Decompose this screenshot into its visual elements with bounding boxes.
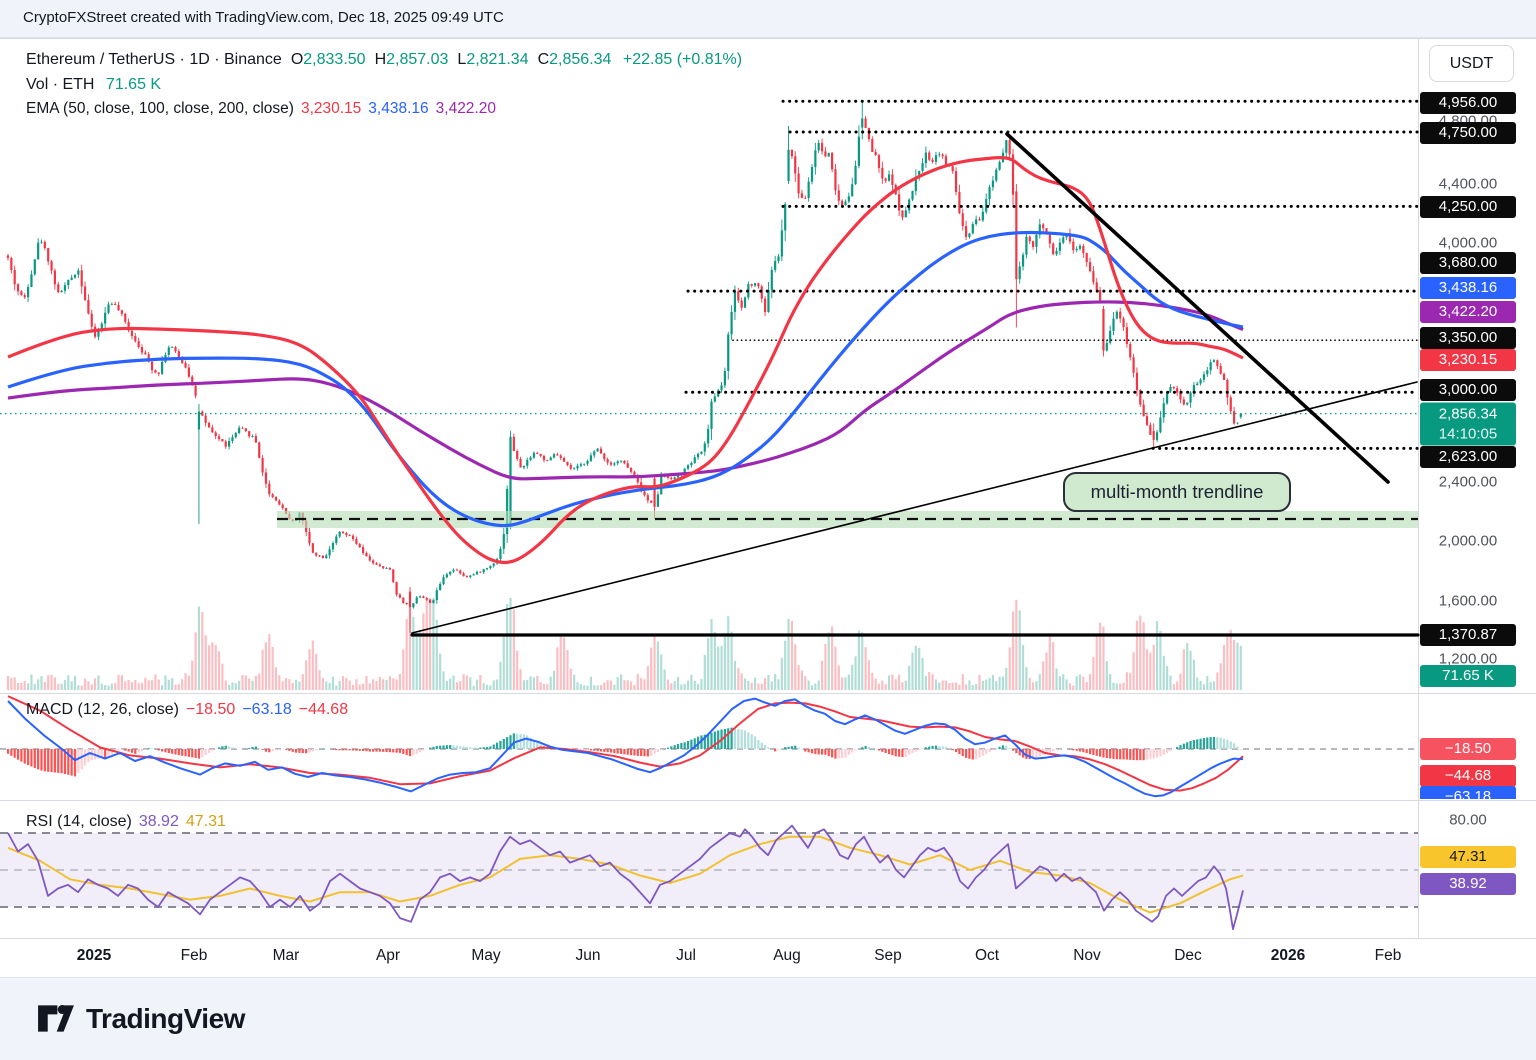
time-tick: 2025: [76, 947, 112, 964]
axis-value: 2,400.00: [1438, 473, 1498, 491]
price-label-badge: 71.65 K: [1420, 665, 1516, 687]
volume-value: 71.65 K: [105, 76, 162, 93]
axis-value: 2,000.00: [1438, 532, 1498, 550]
rsi-values: 38.92 47.31: [132, 813, 226, 830]
macd-label: MACD (12, 26, close): [26, 701, 179, 718]
price-label-badge: 4,250.00: [1420, 196, 1516, 218]
price-label-badge: 3,350.00: [1420, 327, 1516, 349]
price-label-badge: 3,422.20: [1420, 301, 1516, 323]
legend-value: 38.92: [138, 813, 179, 830]
ohlc-letter: C: [537, 51, 550, 68]
price-label-badge: 2,623.00: [1420, 446, 1516, 468]
trendline-annotation-text: multi-month trendline: [1090, 481, 1264, 502]
legend-value: −18.50: [185, 701, 236, 718]
macd-values: −18.50 −63.18 −44.68: [179, 701, 348, 718]
symbol-legend-row[interactable]: Ethereum / TetherUS · 1D · Binance O2,833…: [26, 51, 742, 69]
macd-legend-row[interactable]: MACD (12, 26, close) −18.50 −63.18 −44.68: [26, 701, 348, 719]
ohlc-letter: L: [457, 51, 467, 68]
volume-legend-row[interactable]: Vol · ETH 71.65 K: [26, 76, 161, 94]
time-tick: May: [471, 947, 501, 964]
price-label-badge: 3,438.16: [1420, 277, 1516, 299]
time-tick: Feb: [180, 947, 208, 964]
price-label-badge: 4,956.00: [1420, 92, 1516, 114]
time-tick: Oct: [974, 947, 1000, 964]
tradingview-logo-icon: [38, 1005, 74, 1032]
ohlc-letter: O: [290, 51, 304, 68]
ohlc-value: 2,857.03: [386, 51, 449, 68]
attribution-bar: CryptoFXStreet created with TradingView.…: [0, 0, 1536, 38]
price-label-badge: 47.31: [1420, 846, 1516, 868]
legend-value: 47.31: [185, 813, 226, 830]
price-label-badge: 1,370.87: [1420, 624, 1516, 646]
ema-values: 3,230.15 3,438.16 3,422.20: [294, 100, 496, 117]
tradingview-logo-text: TradingView: [86, 1002, 245, 1034]
price-label-badge: 3,680.00: [1420, 252, 1516, 274]
ohlc-values: O2,833.50 H2,857.03 L2,821.34 C2,856.34: [282, 51, 612, 68]
price-label-badge: −18.50: [1420, 738, 1516, 760]
currency-toggle-button[interactable]: USDT: [1429, 45, 1514, 82]
price-label-badge: −44.68: [1420, 765, 1516, 787]
ema-legend-row[interactable]: EMA (50, close, 100, close, 200, close) 3…: [26, 100, 496, 118]
axis-value: 4,400.00: [1438, 175, 1498, 193]
volume-label: Vol · ETH: [26, 76, 95, 93]
time-tick: Apr: [375, 947, 401, 964]
change-value: +22.85 (+0.81%): [622, 51, 743, 68]
price-label-badge: 3,000.00: [1420, 379, 1516, 401]
ohlc-value: 2,821.34: [466, 51, 529, 68]
current-price-badge: 2,856.34 14:10:05: [1420, 402, 1516, 446]
time-tick: 2026: [1270, 947, 1306, 964]
footer-bar: [0, 977, 1536, 1060]
legend-value: 3,422.20: [435, 100, 496, 117]
axis-value: 1,600.00: [1438, 592, 1498, 610]
trendline-annotation[interactable]: multi-month trendline: [1063, 472, 1291, 512]
axis-value: 1,200.00: [1438, 650, 1498, 668]
legend-value: 3,438.16: [368, 100, 429, 117]
time-tick: Jul: [676, 947, 696, 964]
ema-label: EMA (50, close, 100, close, 200, close): [26, 100, 294, 117]
price-label-badge: 3,230.15: [1420, 349, 1516, 371]
time-tick: Feb: [1374, 947, 1402, 964]
rsi-label: RSI (14, close): [26, 813, 132, 830]
legend-value: −44.68: [298, 701, 349, 718]
rsi-legend-row[interactable]: RSI (14, close) 38.92 47.31: [26, 813, 226, 831]
ohlc-value: 2,833.50: [303, 51, 366, 68]
time-tick: Sep: [874, 947, 902, 964]
price-label-badge: 38.92: [1420, 873, 1516, 895]
symbol-title: Ethereum / TetherUS · 1D · Binance: [26, 51, 282, 68]
legend-value: −63.18: [242, 701, 292, 718]
price-label-badge: 4,750.00: [1420, 122, 1516, 144]
price-label-badge: −63.18: [1420, 786, 1516, 799]
time-tick: Nov: [1073, 947, 1101, 964]
time-tick: Aug: [773, 947, 801, 964]
time-tick: Jun: [575, 947, 601, 964]
axis-value: 4,000.00: [1438, 234, 1498, 252]
legend-value: 3,230.15: [300, 100, 362, 117]
time-tick: Dec: [1174, 947, 1202, 964]
tradingview-logo[interactable]: TradingView: [36, 1000, 245, 1037]
axis-value: 80.00: [1449, 811, 1487, 829]
time-tick: Mar: [272, 947, 300, 964]
ohlc-letter: H: [374, 51, 387, 68]
attribution-text: CryptoFXStreet created with TradingView.…: [23, 9, 504, 26]
ohlc-value: 2,856.34: [549, 51, 612, 68]
